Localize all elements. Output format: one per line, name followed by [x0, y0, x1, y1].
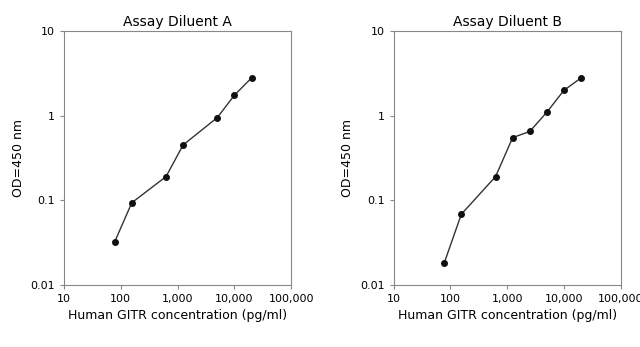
- X-axis label: Human GITR concentration (pg/ml): Human GITR concentration (pg/ml): [68, 309, 287, 322]
- Title: Assay Diluent B: Assay Diluent B: [452, 15, 562, 29]
- Title: Assay Diluent A: Assay Diluent A: [123, 15, 232, 29]
- X-axis label: Human GITR concentration (pg/ml): Human GITR concentration (pg/ml): [397, 309, 617, 322]
- Y-axis label: OD=450 nm: OD=450 nm: [12, 119, 25, 197]
- Y-axis label: OD=450 nm: OD=450 nm: [341, 119, 355, 197]
